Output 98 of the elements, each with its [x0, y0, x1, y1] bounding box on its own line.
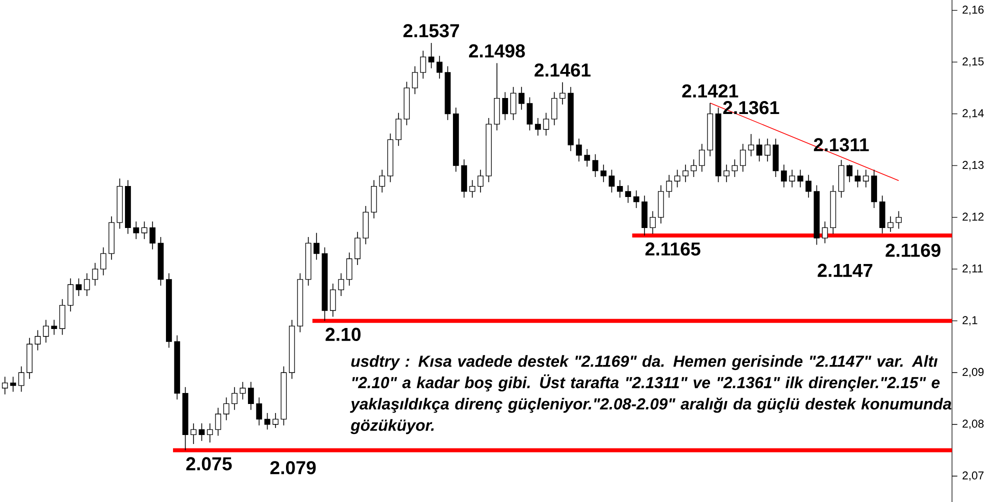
candlestick	[100, 246, 106, 276]
candlestick	[551, 92, 558, 126]
candlestick	[346, 252, 352, 286]
y-tick-label: 2,15	[962, 57, 984, 67]
candlestick	[780, 164, 787, 188]
candlestick	[543, 112, 550, 136]
annotation: 2.1147	[818, 264, 872, 277]
candlestick	[18, 366, 24, 392]
candlestick	[584, 148, 590, 168]
candlestick	[748, 134, 754, 157]
candlestick	[34, 330, 41, 351]
y-tick-label: 2,11	[962, 264, 983, 274]
ref-line-label: 2.075	[186, 457, 232, 470]
candlestick	[633, 190, 640, 208]
ref-line-label: 2.10	[326, 328, 361, 342]
candlestick	[534, 118, 541, 136]
candlestick	[756, 138, 762, 162]
candlestick	[600, 164, 606, 183]
candlestick	[469, 180, 476, 198]
candlestick	[338, 272, 344, 296]
candlestick	[690, 158, 697, 178]
candlestick	[379, 169, 386, 193]
annotation: 2.1421	[682, 84, 738, 98]
candlestick	[608, 169, 615, 193]
candlestick	[674, 169, 680, 188]
candlestick	[740, 143, 746, 172]
annotation: 2.1311	[814, 138, 869, 152]
candlestick	[42, 319, 49, 343]
candlestick	[625, 184, 632, 204]
y-tick-label: 2,09	[962, 368, 984, 378]
candlestick	[592, 154, 598, 178]
candlestick	[732, 158, 738, 178]
candlestick	[510, 86, 516, 120]
candlestick	[206, 422, 213, 443]
candlestick	[682, 164, 688, 183]
candlestick	[2, 376, 8, 395]
candlestick	[330, 283, 336, 318]
candlestick	[68, 278, 74, 312]
candlestick	[822, 221, 828, 244]
candlestick	[518, 86, 524, 110]
candlestick	[526, 96, 533, 131]
candlestick	[198, 422, 205, 442]
candlestick	[314, 232, 320, 260]
candlestick	[264, 412, 270, 430]
annotation: 2.1461	[534, 63, 591, 77]
annotation: 2.079	[270, 461, 316, 474]
candlestick	[412, 66, 418, 95]
candlestick	[396, 112, 402, 146]
y-tick-label: 2,12	[962, 212, 984, 222]
candlestick	[354, 231, 360, 266]
candlestick	[502, 92, 508, 120]
candlestick	[92, 262, 98, 286]
candlestick	[150, 221, 156, 250]
ref-line-label: 2.1165	[645, 242, 700, 256]
candlestick	[272, 412, 278, 428]
candlestick	[84, 272, 90, 296]
candlestick	[576, 138, 582, 162]
annotation: 2.1498	[469, 44, 525, 58]
candlestick	[223, 397, 230, 421]
candlestick	[560, 82, 566, 105]
annotation: 2.1361	[723, 101, 780, 114]
candlestick	[698, 143, 705, 172]
candlestick	[420, 50, 426, 80]
candlestick	[478, 169, 484, 193]
candlestick	[650, 210, 656, 234]
candlestick	[256, 397, 262, 426]
candlestick	[846, 164, 852, 183]
candlestick	[436, 55, 442, 80]
candlestick	[248, 382, 254, 410]
annotation: 2.1169	[886, 244, 940, 257]
candlestick	[215, 407, 222, 436]
y-tick-label: 2,08	[962, 420, 984, 430]
candlestick	[141, 221, 148, 240]
y-tick-label: 2,16	[962, 6, 984, 16]
candlestick	[59, 298, 66, 336]
candlestick	[764, 138, 770, 162]
annotation: 2.1537	[403, 24, 460, 38]
candlestick	[616, 180, 623, 198]
candlestick	[51, 319, 58, 336]
candlestick	[854, 169, 861, 188]
y-tick-label: 2,14	[962, 109, 984, 119]
y-tick-label: 2,13	[962, 160, 984, 170]
candlestick	[862, 169, 869, 188]
candlestick	[724, 164, 730, 183]
y-tick-label: 2,07	[962, 471, 984, 481]
candlestick	[896, 210, 902, 230]
candlestick	[888, 216, 894, 232]
candlestick	[190, 422, 196, 444]
candlestick	[806, 174, 812, 198]
annotation: usdtry : Kısa vadede destek "2.1169" da. Hemen gerisinde "2.1147" var. Altı "2.10" a kadar boş gibi. Üst tarafta "2.1311" ve "2.1361" ilk dirençler."2.15" e yaklaşıldıkça direnç güçleniyor."2.08-2.09" aralığı da güçlü destek konumunda gözüküyor.	[350, 355, 952, 434]
candlestick	[428, 42, 434, 69]
candlestick	[789, 169, 796, 188]
candlestick	[10, 376, 16, 392]
candlestick	[133, 221, 140, 240]
candlestick	[797, 169, 804, 188]
candlestick	[666, 174, 672, 198]
y-tick-label: 2,1	[962, 316, 978, 326]
candlestick	[232, 386, 238, 410]
